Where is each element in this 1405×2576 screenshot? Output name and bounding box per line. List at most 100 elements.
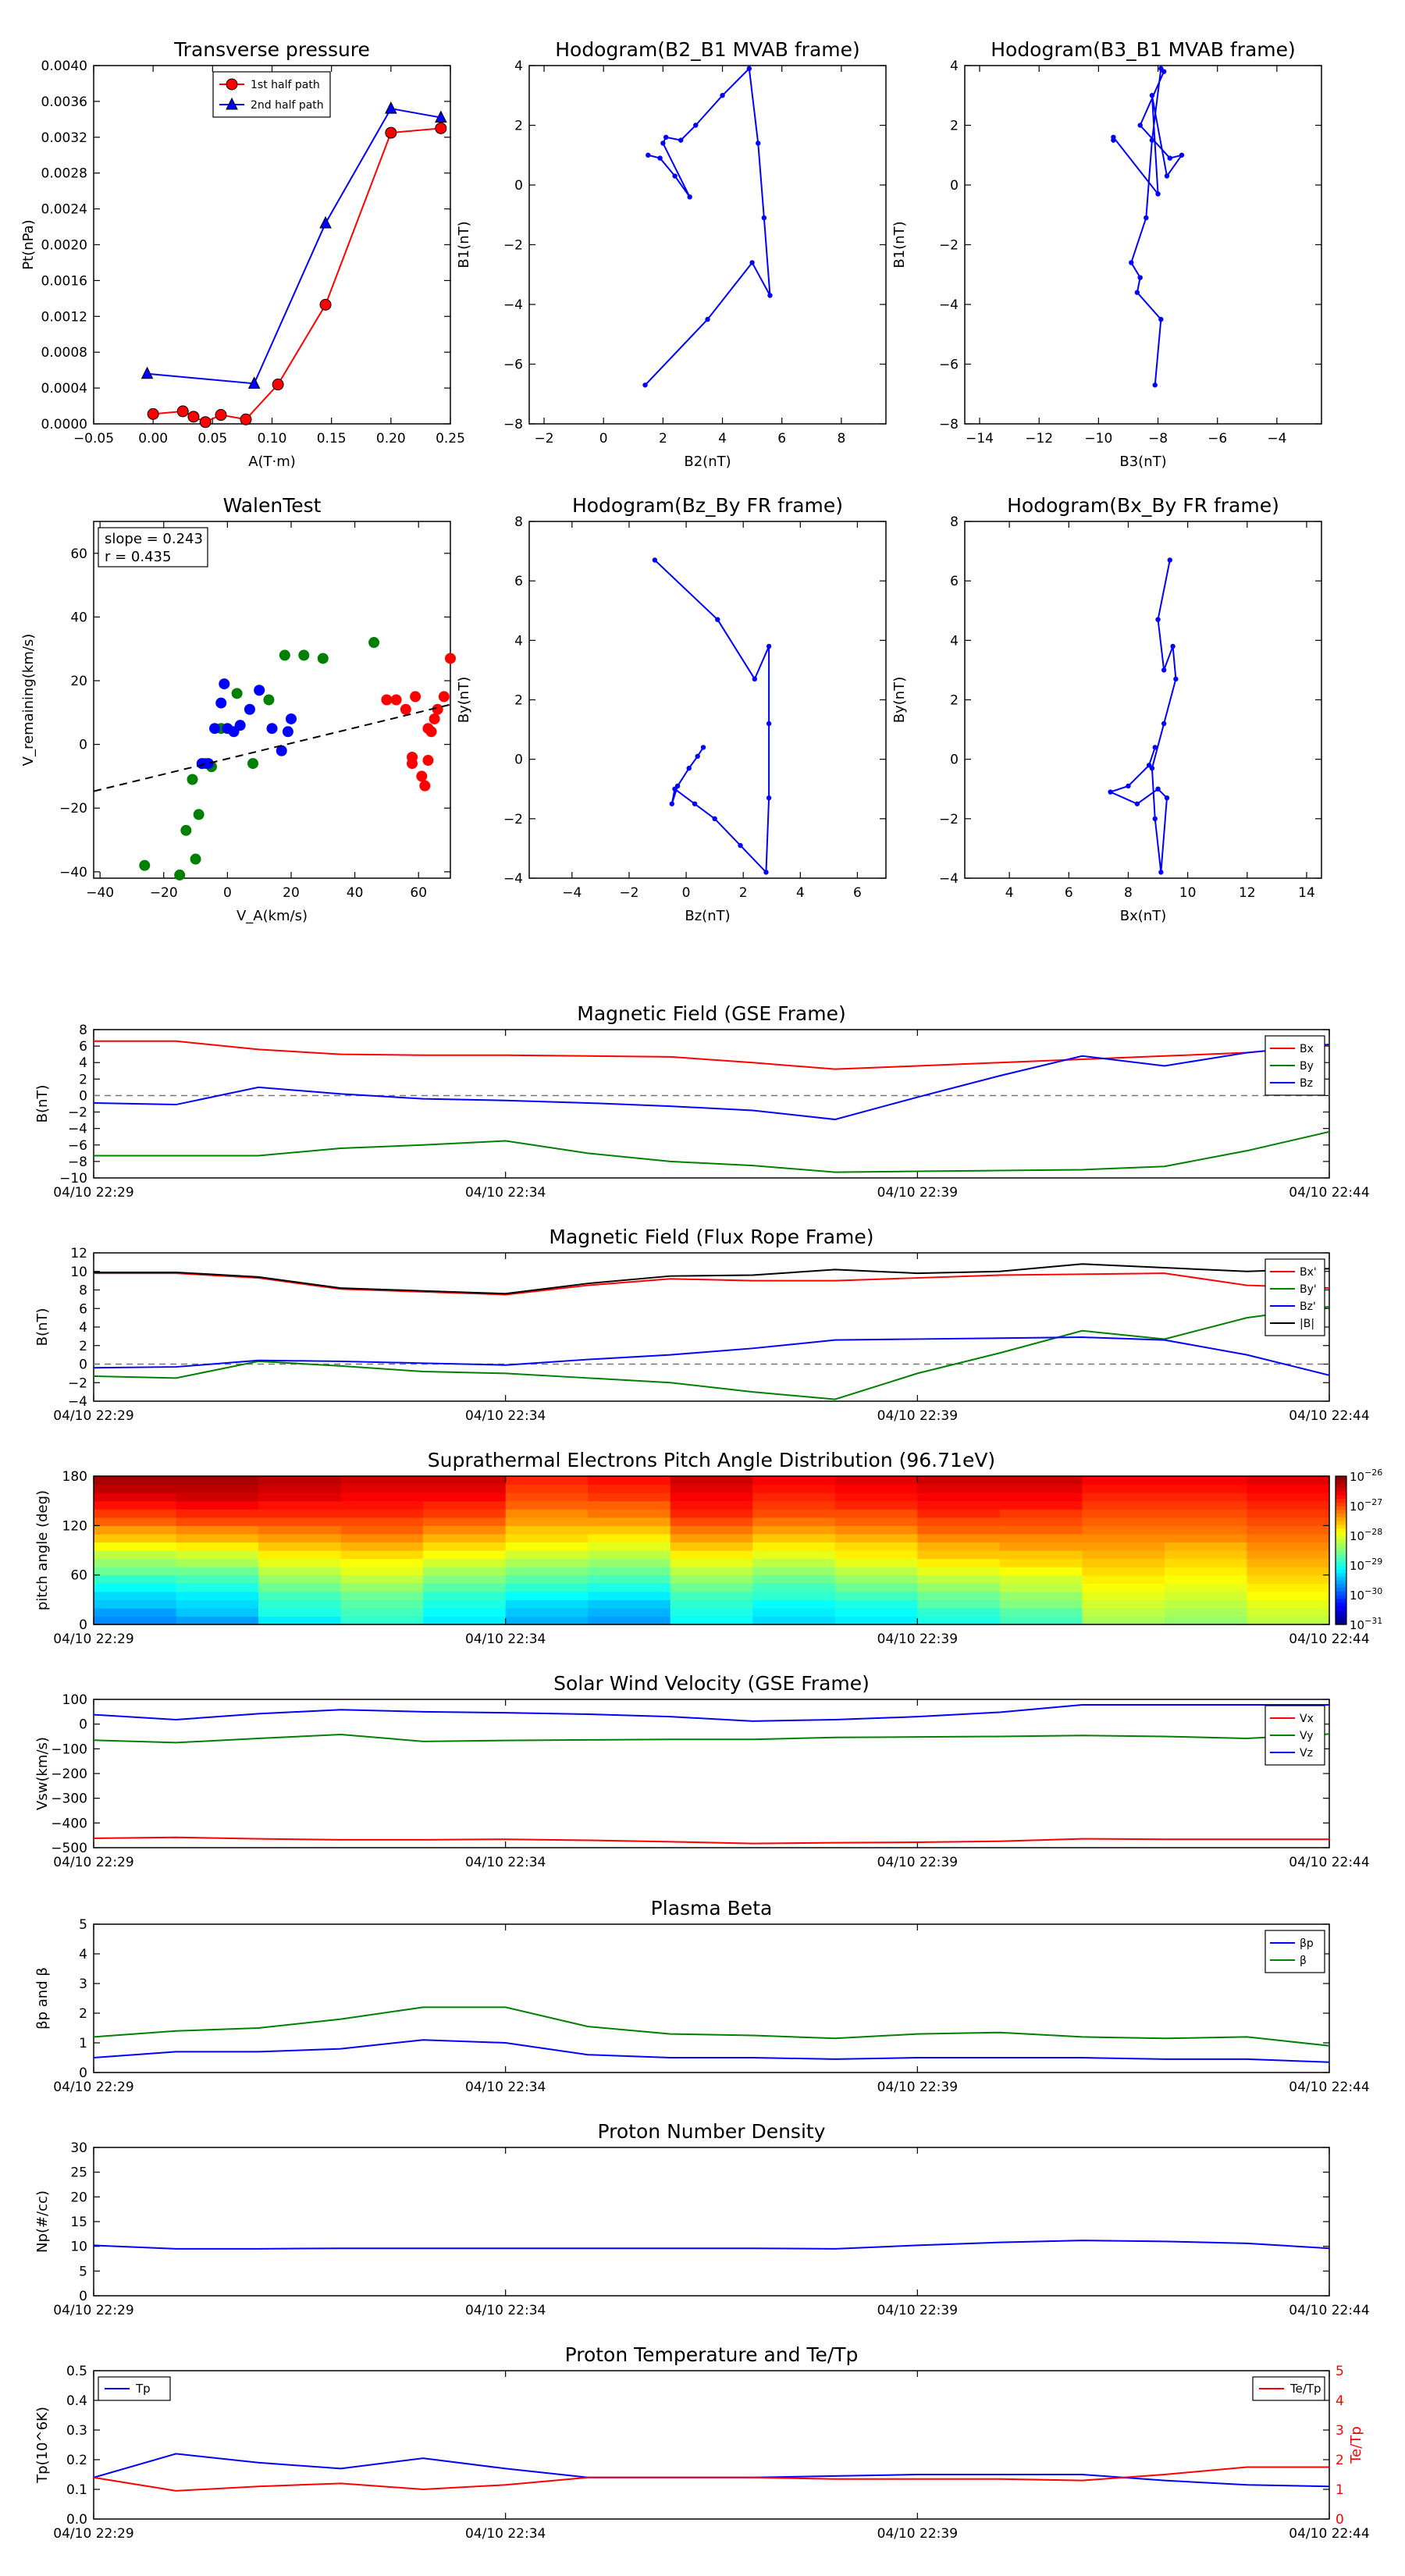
heatmap-cell [340,1550,424,1560]
heatmap-cell [340,1616,424,1625]
chart-title: Hodogram(B2_B1 MVAB frame) [555,38,860,61]
series-line-Bx [94,1040,1329,1070]
y-tick-label: 2 [950,693,959,709]
heatmap-cell [423,1567,507,1576]
plot-frame [964,521,1322,879]
heatmap-cell [752,1574,836,1584]
y-tick-label: 2 [950,119,959,134]
y-tick-label: 0.2 [66,2453,87,2468]
legend-label: Vx [1300,1713,1314,1725]
data-point [766,795,772,801]
data-point [767,293,773,298]
x-tick-label: 04/10 22:39 [877,1631,958,1647]
heatmap-cell [999,1533,1083,1543]
colorbar-segment [1336,1521,1346,1525]
x-tick-label: 04/10 22:29 [53,1855,133,1870]
data-point [1167,557,1172,563]
heatmap-cell [176,1616,259,1625]
data-point [1146,763,1152,768]
y-tick-label: −20 [59,801,87,817]
data-point [669,801,674,806]
heatmap-cell [1247,1607,1330,1617]
y-tick-label: −4 [939,871,959,887]
colorbar-segment [1336,1476,1346,1481]
heatmap-cell [999,1500,1083,1510]
x-tick-label: 2 [739,885,748,901]
x-tick-label: 04/10 22:44 [1289,1631,1369,1647]
plot-frame [528,65,887,425]
heatmap-cell [999,1476,1083,1485]
y-tick-label: −8 [503,417,523,432]
heatmap-cell [670,1567,753,1576]
heatmap-cell [176,1567,259,1576]
data-point [687,194,692,200]
data-point [646,152,651,158]
heatmap-cell [505,1476,589,1485]
data-point [1164,173,1170,179]
heatmap-cell [917,1567,1001,1576]
heatmap-cell [1247,1542,1330,1551]
heatmap-cell [834,1542,918,1551]
chart-hodogram-b3-b1: Hodogram(B3_B1 MVAB frame) −14 −12 −10 −8 −6 −… [891,38,1322,470]
chart-title: Suprathermal Electrons Pitch Angle Distr… [428,1449,995,1471]
heatmap-cell [340,1476,424,1485]
x-tick-label: 04/10 22:39 [877,1408,958,1424]
heatmap-cell [258,1616,342,1625]
y-tick-label: 0 [950,753,959,768]
data-point [147,407,159,420]
heatmap-cell [1082,1558,1165,1567]
y-tick-label: 4 [514,633,523,649]
data-point [139,859,151,871]
heatmap-cell [258,1567,342,1576]
heatmap-cell [917,1500,1001,1510]
heatmap-cell [1082,1550,1165,1560]
heatmap-cell [752,1493,836,1502]
heatmap-cell [752,1583,836,1592]
heatmap-cell [588,1599,671,1609]
heatmap-cell [752,1591,836,1600]
heatmap-cell [834,1533,918,1543]
heatmap-cell [505,1591,589,1600]
legend-label: Vy [1300,1730,1314,1742]
y-tick-label: 0.0012 [41,309,87,325]
right-y-tick-label: 1 [1336,2482,1344,2498]
legend-label: Vz [1300,1747,1313,1759]
heatmap-cell [176,1493,259,1502]
heatmap-cell [94,1567,177,1576]
heatmap-cell [670,1476,753,1485]
heatmap-cell [258,1533,342,1543]
data-point [763,870,769,875]
series-line-Vy [94,1733,1329,1744]
x-tick-label: 6 [777,431,786,447]
data-point [279,649,290,661]
y-tick-label: −6 [939,358,959,373]
legend-label: |B| [1300,1318,1314,1330]
legend-label: Tp [135,2382,151,2396]
heatmap-cell [752,1525,836,1535]
data-point [678,137,684,143]
y-tick-label: 30 [70,2140,87,2156]
heatmap-cell [752,1542,836,1551]
heatmap-cell [258,1500,342,1510]
plot-frame [93,1029,1330,1179]
y-tick-label: −4 [503,871,523,887]
y-axis-label: Pt(nPa) [20,219,37,269]
heatmap-cell [423,1616,507,1625]
heatmap-cell [917,1574,1001,1584]
heatmap-cell [999,1574,1083,1584]
plot-frame [93,1475,1330,1625]
series-line-By [94,1130,1329,1173]
series-line-1st half path [153,127,441,423]
heatmap-cell [917,1484,1001,1493]
x-tick-label: 04/10 22:39 [877,2303,958,2318]
heatmap-cell [588,1493,671,1502]
y-tick-label: 0.0032 [41,130,87,146]
heatmap-cell [505,1484,589,1493]
heatmap-cell [670,1574,753,1584]
heatmap-cell [999,1509,1083,1518]
data-point [226,78,238,91]
heatmap-cell [917,1550,1001,1560]
x-tick-label: 04/10 22:34 [465,2303,546,2318]
heatmap-cell [1247,1476,1330,1485]
heatmap-cell [94,1607,177,1617]
